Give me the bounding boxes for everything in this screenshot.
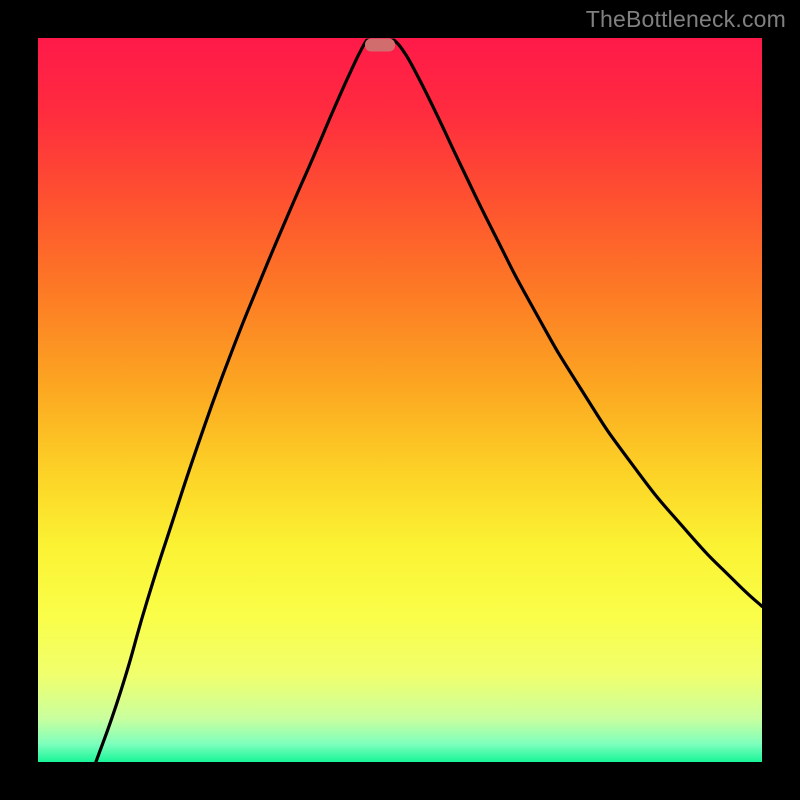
curve-path [96, 40, 762, 762]
optimum-marker [365, 39, 395, 52]
watermark-label: TheBottleneck.com [586, 6, 786, 33]
bottleneck-curve [38, 38, 762, 762]
plot-frame [34, 34, 766, 766]
plot-area [38, 38, 762, 762]
